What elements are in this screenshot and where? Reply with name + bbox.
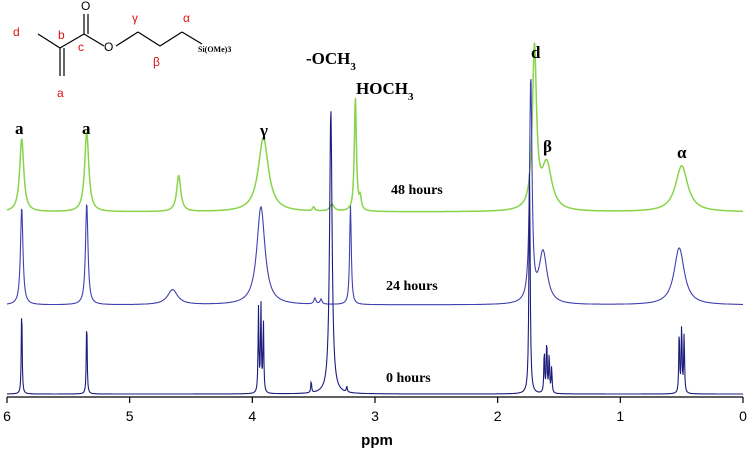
- x-tick-label-0: 6: [3, 408, 11, 424]
- peak-label-hoch3: HOCH3: [356, 79, 414, 103]
- peak-label-gamma: γ: [259, 121, 268, 140]
- mol-label-c: c: [78, 40, 84, 54]
- x-tick-label-4: 2: [494, 408, 502, 424]
- peak-label-a-2: a: [82, 119, 91, 138]
- mol-oxygen-ester: O: [104, 40, 113, 54]
- peak-label-d: d: [531, 43, 541, 62]
- mol-label-d: d: [13, 25, 20, 39]
- x-axis-title: ppm: [361, 432, 393, 449]
- mol-label-a: a: [57, 86, 64, 100]
- molecule-structure: O O Si(OMe)3 d b c a γ β α: [13, 0, 231, 100]
- series-label-0-hours: 0 hours: [386, 371, 431, 386]
- peak-label-beta: β: [543, 137, 552, 156]
- mol-label-b: b: [58, 28, 65, 42]
- x-tick-label-6: 0: [739, 408, 747, 424]
- x-tick-label-3: 3: [371, 408, 379, 424]
- peak-label-och3: -OCH3: [306, 49, 356, 73]
- peak-label-a-1: a: [15, 119, 24, 138]
- spectrum-48-hours: [6, 42, 743, 213]
- series-label-24-hours: 24 hours: [386, 279, 438, 294]
- peak-label-alpha: α: [677, 143, 687, 162]
- x-tick-label-1: 5: [126, 408, 134, 424]
- x-tick-label-5: 1: [616, 408, 624, 424]
- series-label-48-hours: 48 hours: [391, 183, 443, 198]
- mol-silane-group: Si(OMe)3: [198, 45, 231, 54]
- spectrum-24-hours: [7, 79, 743, 306]
- mol-label-beta: β: [153, 55, 160, 69]
- spectra: [6, 42, 743, 395]
- spectrum-0-hours: [7, 111, 743, 395]
- mol-label-alpha: α: [183, 11, 190, 25]
- x-axis: 6 5 4 3 2 1 0 ppm: [3, 396, 747, 449]
- mol-label-gamma: γ: [132, 11, 138, 25]
- mol-oxygen-top: O: [81, 0, 90, 13]
- x-tick-label-2: 4: [248, 408, 256, 424]
